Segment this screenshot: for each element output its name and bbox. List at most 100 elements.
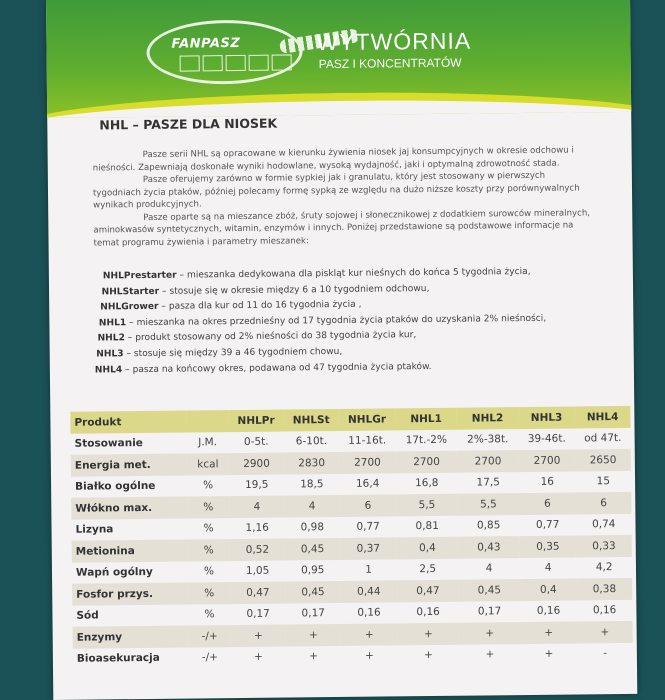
row-label: Enzymy <box>72 625 189 649</box>
product-name: NHL3 <box>96 349 124 360</box>
table-cell: 15 <box>596 475 611 488</box>
table-cell: 0,77 <box>356 520 380 534</box>
table-cell: + <box>520 621 578 644</box>
row-label: Stosowanie <box>74 437 143 450</box>
row-label: Energia met. <box>70 453 187 477</box>
table-cell: 0,35 <box>519 535 577 558</box>
product-desc: – pasza na końcowy okres, podawana od 47… <box>122 361 432 375</box>
product-desc: – stosuje się między 39 a 46 tygodniem c… <box>123 346 343 360</box>
table-cell: 6 <box>519 492 576 515</box>
table-cell: 0,74 <box>591 518 616 531</box>
table-cell: 0,77 <box>535 518 560 532</box>
intro-text: Pasze serii NHL są opracowane w kierunku… <box>93 144 594 249</box>
table-cell: 16,4 <box>355 477 380 491</box>
table-cell: 1,16 <box>245 521 269 535</box>
table-cell: 0,43 <box>458 536 520 559</box>
table-cell: 2700 <box>395 450 458 473</box>
row-label: Fosfor przys. <box>72 582 189 606</box>
product-name: NHL4 <box>94 364 123 376</box>
unit-cell: kcal <box>186 453 229 476</box>
row-label: Wapń ogólny <box>75 566 153 579</box>
table-cell: 4 <box>284 494 340 518</box>
table-cell: 2650 <box>575 448 631 471</box>
logo-text: FANPASZ <box>171 35 241 52</box>
unit-cell: % <box>203 565 215 578</box>
table-cell: 0,16 <box>416 606 440 619</box>
table-cell: 0,33 <box>576 534 632 557</box>
row-label: Lizyna <box>75 523 114 536</box>
table-cell: NHL1 <box>395 407 457 430</box>
table-cell: + <box>340 623 398 646</box>
table-cell: NHL3 <box>518 406 575 429</box>
table-cell: + <box>397 622 460 645</box>
table-cell: 0,47 <box>230 581 286 604</box>
unit-cell: % <box>188 582 231 605</box>
table-cell: + <box>309 650 319 663</box>
table-cell: 0,81 <box>415 520 439 533</box>
brand-title: WYTWÓRNIA <box>316 27 472 56</box>
table-cell: 1 <box>365 563 372 576</box>
table-cell: 0,16 <box>592 604 617 617</box>
decorative-curve <box>46 89 632 118</box>
unit-cell: -/+ <box>201 651 219 664</box>
table-cell: 19,5 <box>244 478 269 492</box>
table-cell: + <box>230 624 287 647</box>
table-cell: - <box>603 647 608 660</box>
table-cell: NHLPr <box>228 409 284 432</box>
table-cell: 2700 <box>457 450 519 473</box>
animal-icons <box>179 54 292 72</box>
table-cell: + <box>285 623 342 647</box>
intro-paragraph: Pasze oparte są na mieszance zbóż, śruty… <box>93 207 591 249</box>
brand-subtitle: PASZ I KONCENTRATÓW <box>318 55 462 72</box>
product-desc: – produkt stosowany od 2% nieśności do 3… <box>124 330 417 344</box>
product-name: NHLPrestarter <box>102 270 177 282</box>
product-desc: – pasza dla kur od 11 do 16 tygodnia życ… <box>158 299 362 313</box>
table-cell: + <box>485 648 495 661</box>
unit-cell: % <box>187 496 230 519</box>
table-cell: 0,45 <box>284 537 341 561</box>
product-list: NHLPrestarter – mieszanka dedykowana dla… <box>91 264 612 379</box>
product-name: NHLStarter <box>101 286 160 298</box>
table-cell: 4 <box>485 562 493 575</box>
unit-cell: % <box>204 608 215 621</box>
table-cell: + <box>254 651 264 664</box>
intro-paragraph: Pasze oferujemy zarówno w formie sypkiej… <box>92 170 580 211</box>
page-heading: NHL – PASZE DLA NIOSEK <box>99 115 278 133</box>
table-cell: 1,05 <box>245 564 270 578</box>
table-cell: 2%-38t. <box>467 433 509 446</box>
unit-cell: % <box>203 522 214 535</box>
parameters-table: Produkt NHLPr NHLSt NHLGr NHL1 NHL2 NHL3 NHL4 St… <box>70 405 633 670</box>
table-cell: 0,38 <box>576 577 633 600</box>
row-label: Bioasekuracja <box>76 652 160 665</box>
row-label: Białko ogólne <box>75 480 156 493</box>
table-cell: 0,4 <box>396 536 459 559</box>
table-cell: 0,17 <box>301 607 325 620</box>
table-cell: NHL2 <box>456 407 519 430</box>
table-cell: 4,2 <box>595 561 613 574</box>
table-cell: 5,5 <box>396 493 458 516</box>
unit-cell: -/+ <box>188 625 231 648</box>
product-name: NHL1 <box>98 317 127 329</box>
table-cell: + <box>424 649 434 662</box>
table-cell: 2830 <box>284 451 340 475</box>
table-cell: 0,52 <box>229 538 286 561</box>
table-cell: 2,5 <box>419 563 437 576</box>
row-label: Włókno max. <box>71 496 188 520</box>
table-cell: 4 <box>544 561 552 575</box>
table-cell: 0,37 <box>339 537 397 560</box>
unit-cell: J.M. <box>198 436 218 449</box>
table-cell: 6 <box>339 494 397 517</box>
table-cell: 0,45 <box>285 580 341 604</box>
table-cell: 4 <box>229 495 285 518</box>
product-desc: – stosuje się w okresie między 6 a 10 ty… <box>159 283 430 297</box>
table-row: Bioasekuracja -/+ + + + + + + - <box>73 642 633 669</box>
leaflet: FANPASZ WYTWÓRNIA PASZ I KONCENTRATÓW NH… <box>46 0 638 700</box>
table-cell: 18,5 <box>300 478 324 491</box>
table-cell: 0,85 <box>476 519 501 532</box>
unit-cell: % <box>203 479 214 492</box>
table-cell: 17,5 <box>476 476 500 489</box>
table-cell: + <box>458 622 521 645</box>
table-cell: 0,45 <box>458 579 521 602</box>
table-cell: 11-16t. <box>348 434 387 448</box>
table-cell: 2700 <box>338 451 396 474</box>
